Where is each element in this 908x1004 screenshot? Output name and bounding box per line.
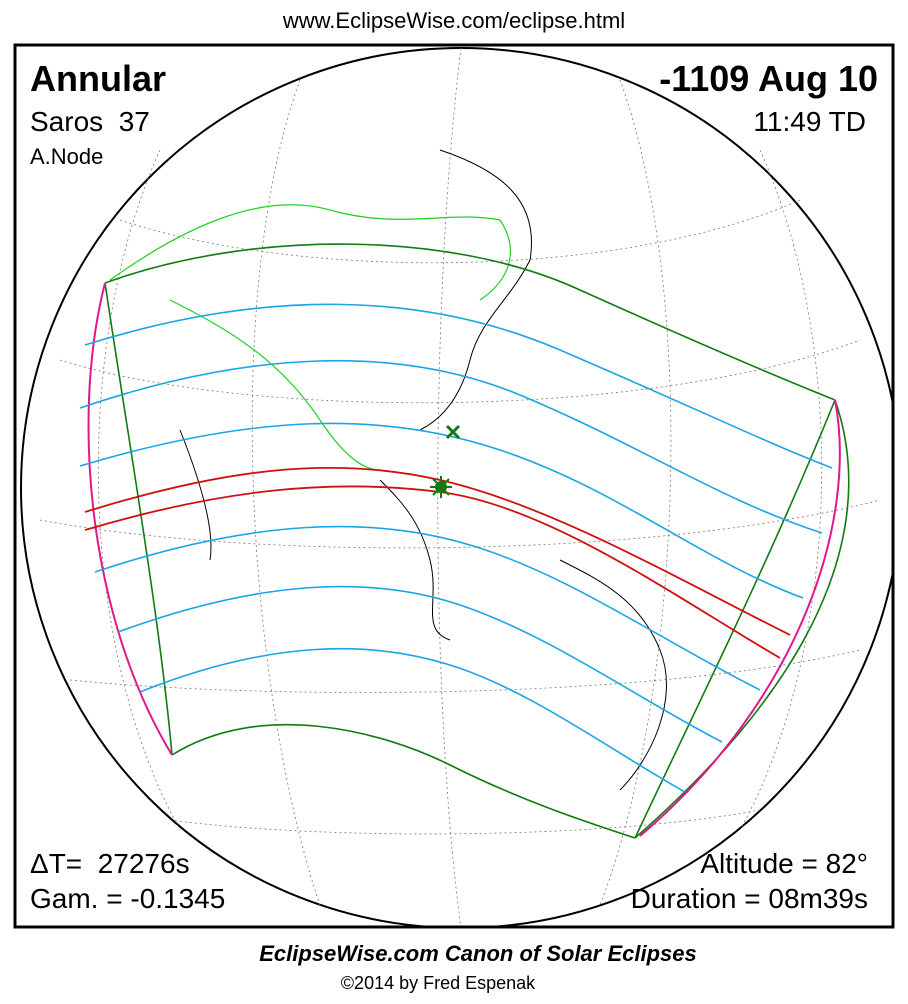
node: A.Node (30, 144, 103, 169)
frame (13, 43, 895, 929)
penumbra-line (79, 422, 804, 599)
time: 11:49 TD (753, 106, 866, 137)
coast (419, 149, 532, 431)
greatest-eclipse-marker (430, 476, 452, 498)
eclipse-date: -1109 Aug 10 (659, 58, 878, 99)
penumbra-line (84, 303, 833, 469)
gamma: Gam. = -0.1345 (30, 883, 225, 914)
penumbra-line (94, 525, 761, 691)
penumbra-line (79, 359, 823, 534)
meridian (739, 149, 823, 831)
altitude: Altitude = 82° (700, 848, 868, 879)
saros: Saros 37 (30, 106, 150, 137)
path-north-limit (104, 243, 836, 401)
subsolar-marker (445, 424, 461, 440)
penumbra-line (117, 585, 723, 743)
parallel (69, 649, 861, 693)
globe (20, 47, 892, 926)
path-east-limit (634, 399, 836, 839)
footer-title: EclipseWise.com Canon of Solar Eclipses (259, 941, 697, 966)
border (109, 204, 511, 301)
eclipse-type: Annular (30, 58, 166, 99)
parallel (59, 339, 861, 404)
url: www.EclipseWise.com/eclipse.html (282, 8, 625, 33)
footer-credit: ©2014 by Fred Espenak (341, 973, 536, 993)
globe-outline (20, 47, 892, 926)
coast (179, 429, 212, 561)
path-west-limit (104, 282, 173, 756)
sunset-limit (639, 399, 841, 837)
graticule (39, 47, 881, 926)
parallel (169, 809, 761, 835)
penumbra-line (139, 647, 686, 793)
duration: Duration = 08m39s (631, 883, 868, 914)
delta-t: ΔT= 27276s (30, 848, 190, 879)
path-south-limit (171, 723, 636, 839)
coast (379, 479, 451, 641)
coast (559, 559, 667, 791)
borders (109, 204, 511, 471)
coastlines (179, 149, 667, 791)
meridian (97, 149, 181, 831)
border (169, 299, 381, 471)
